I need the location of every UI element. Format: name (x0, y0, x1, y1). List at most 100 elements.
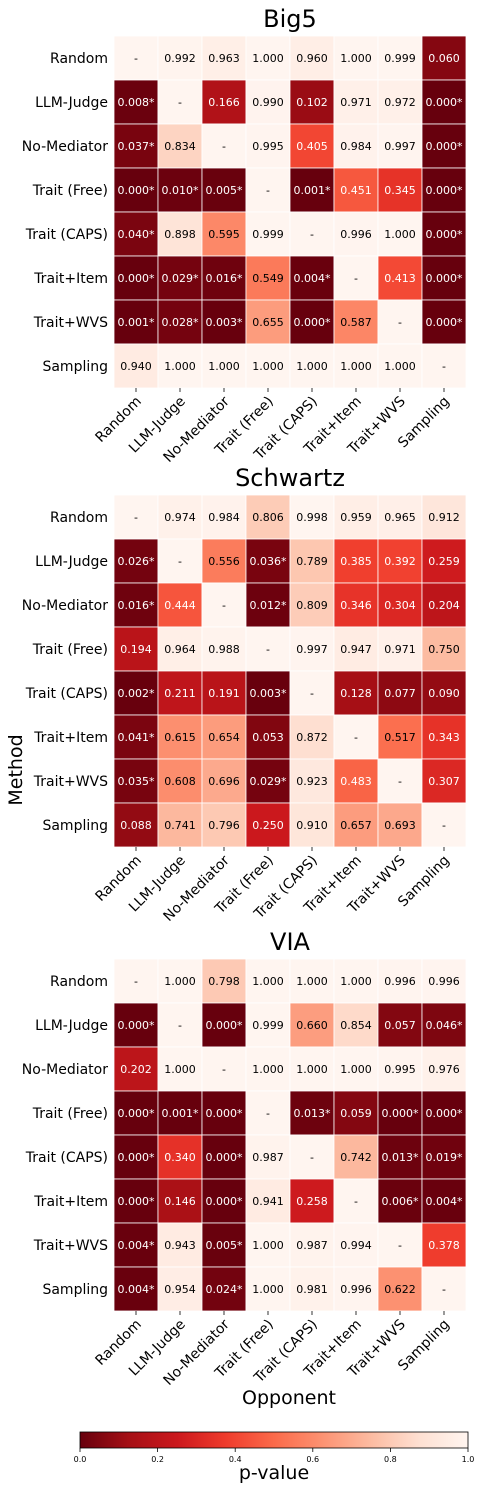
cell-value-label: 0.202 (120, 1063, 152, 1076)
heatmap-cell (421, 582, 467, 628)
heatmap-cell (421, 958, 467, 1004)
heatmap-cell (421, 714, 467, 760)
cell-value-label: - (222, 599, 226, 612)
cell-value-label: 0.035* (118, 775, 155, 788)
heatmap-cell (201, 626, 247, 672)
cell-value-label: 0.003* (206, 316, 243, 329)
cell-value-label: 0.947 (340, 643, 372, 656)
cell-value-label: 0.000* (426, 272, 463, 285)
cell-value-label: 0.057 (384, 1019, 416, 1032)
cell-value-label: - (178, 555, 182, 568)
cell-value-label: 0.995 (252, 140, 284, 153)
heatmap-cell (201, 714, 247, 760)
cell-value-label: 1.000 (252, 975, 284, 988)
heatmap-panel-via: VIA Random - 1.000 0.798 1.000 1.000 1.000 0.996… (22, 928, 467, 1389)
cell-value-label: 0.987 (252, 1151, 284, 1164)
heatmap-cell (245, 1090, 291, 1136)
cell-value-label: 0.250 (252, 819, 284, 832)
cell-value-label: 0.000* (118, 1195, 155, 1208)
heatmap-cell (421, 343, 467, 389)
cell-value-label: 0.000* (294, 316, 331, 329)
colorbar-tick-label: 0.0 (74, 1455, 87, 1464)
cell-value-label: 0.002* (118, 687, 155, 700)
cell-value-label: 0.483 (340, 775, 372, 788)
row-label-llm-judge: LLM-Judge (35, 1018, 108, 1034)
heatmap-cell (113, 1046, 159, 1092)
heatmap-cell (333, 494, 379, 540)
cell-value-label: 1.000 (252, 1239, 284, 1252)
cell-value-label: 0.013* (294, 1107, 331, 1120)
cell-value-label: 0.005* (206, 1239, 243, 1252)
cell-value-label: 0.999 (252, 228, 284, 241)
row-label-no-mediator: No-Mediator (22, 1062, 108, 1078)
heatmap-cell (333, 1222, 379, 1268)
cell-value-label: 0.898 (164, 228, 196, 241)
colorbar-tick-label: 0.6 (306, 1455, 319, 1464)
row-label-random: Random (50, 510, 108, 526)
heatmap-panel-big5: Big5 Random - 0.992 0.963 1.000 0.960 1.000 0.99… (22, 5, 467, 466)
cell-value-label: 0.997 (296, 643, 328, 656)
cell-value-label: 0.608 (164, 775, 196, 788)
heatmap-cell (333, 1134, 379, 1180)
cell-value-label: 0.000* (118, 1107, 155, 1120)
heatmap-cell (157, 958, 203, 1004)
cell-value-label: 0.971 (384, 643, 416, 656)
cell-value-label: 0.088 (120, 819, 152, 832)
row-label-trait-free: Trait (Free) (32, 642, 108, 658)
cell-value-label: 0.211 (164, 687, 196, 700)
cell-value-label: - (266, 184, 270, 197)
cell-value-label: 0.005* (206, 184, 243, 197)
heatmap-cell (113, 802, 159, 848)
row-label-sampling: Sampling (42, 818, 108, 834)
cell-value-label: 0.385 (340, 555, 372, 568)
heatmap-cell (333, 255, 379, 301)
row-label-llm-judge: LLM-Judge (35, 554, 108, 570)
cell-value-label: - (222, 1063, 226, 1076)
cell-value-label: 0.012* (250, 599, 287, 612)
cell-value-label: 0.912 (428, 511, 460, 524)
cell-value-label: 0.024* (206, 1283, 243, 1296)
heatmap-cell (157, 1222, 203, 1268)
cell-value-label: 0.998 (296, 511, 328, 524)
heatmap-cell (245, 802, 291, 848)
cell-value-label: - (178, 1019, 182, 1032)
heatmap-cell (157, 494, 203, 540)
heatmap-cell (377, 255, 423, 301)
heatmap-cell (333, 958, 379, 1004)
heatmap-cell (157, 802, 203, 848)
heatmap-cell (289, 167, 335, 213)
cell-value-label: 0.972 (384, 96, 416, 109)
cell-value-label: 0.060 (428, 52, 460, 65)
cell-value-label: 0.013* (382, 1151, 419, 1164)
cell-value-label: 0.959 (340, 511, 372, 524)
cell-value-label: 0.259 (428, 555, 460, 568)
heatmap-cell (377, 802, 423, 848)
cell-value-label: 1.000 (252, 1283, 284, 1296)
heatmap-cell (201, 758, 247, 804)
heatmap-cell (201, 1178, 247, 1224)
cell-value-label: 0.798 (208, 975, 240, 988)
cell-value-label: 0.444 (164, 599, 196, 612)
heatmap-cell (421, 626, 467, 672)
cell-value-label: 0.004* (118, 1283, 155, 1296)
heatmap-cell (421, 1090, 467, 1136)
colorbar-tick-label: 0.4 (229, 1455, 242, 1464)
row-label-trait-free: Trait (Free) (32, 1106, 108, 1122)
cell-value-label: - (310, 1151, 314, 1164)
cell-value-label: 0.077 (384, 687, 416, 700)
cell-value-label: - (266, 1107, 270, 1120)
row-label-trait-wvs: Trait+WVS (33, 774, 108, 790)
cell-value-label: - (354, 731, 358, 744)
cell-value-label: 1.000 (296, 360, 328, 373)
cell-value-label: 1.000 (164, 360, 196, 373)
row-label-sampling: Sampling (42, 359, 108, 375)
heatmap-cell (421, 758, 467, 804)
heatmap-cell (113, 167, 159, 213)
heatmap-cell (289, 1046, 335, 1092)
cell-value-label: - (398, 316, 402, 329)
heatmap-cell (201, 299, 247, 345)
cell-value-label: 0.340 (164, 1151, 196, 1164)
heatmap-cell (113, 538, 159, 584)
heatmap-cell (289, 670, 335, 716)
heatmap-cell (157, 35, 203, 81)
